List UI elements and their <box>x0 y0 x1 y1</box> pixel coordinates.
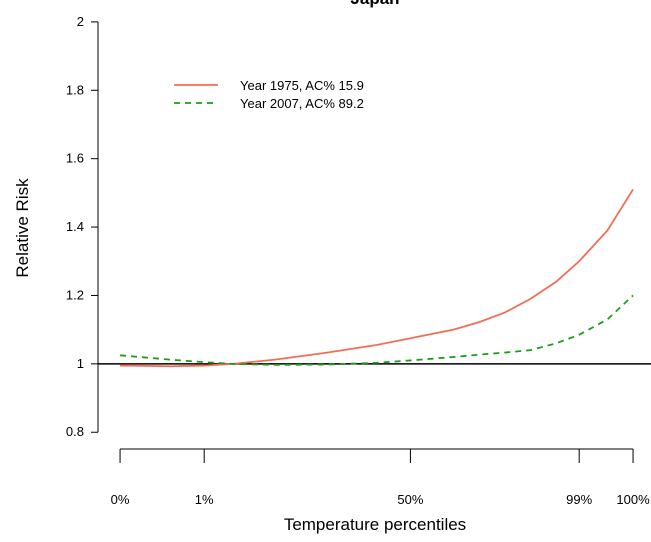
y-tick-label: 1 <box>77 356 84 371</box>
series-line <box>119 294 634 366</box>
x-tick-label: 50% <box>397 492 423 507</box>
y-axis-label: Relative Risk <box>13 178 32 278</box>
x-tick-label: 0% <box>111 492 130 507</box>
x-tick-label: 99% <box>566 492 592 507</box>
y-tick-label: 1.2 <box>66 287 84 302</box>
y-tick-label: 1.4 <box>66 219 84 234</box>
series-line <box>120 188 634 368</box>
y-tick-label: 1.6 <box>66 151 84 166</box>
chart-title: Japan <box>350 0 399 8</box>
legend-label: Year 2007, AC% 89.2 <box>240 96 364 111</box>
x-tick-label: 1% <box>195 492 214 507</box>
y-tick-label: 1.8 <box>66 82 84 97</box>
y-tick-label: 2 <box>77 14 84 29</box>
x-tick-label: 100% <box>616 492 650 507</box>
legend-label: Year 1975, AC% 15.9 <box>240 78 364 93</box>
x-axis-label: Temperature percentiles <box>284 515 466 534</box>
y-tick-label: 0.8 <box>66 424 84 439</box>
